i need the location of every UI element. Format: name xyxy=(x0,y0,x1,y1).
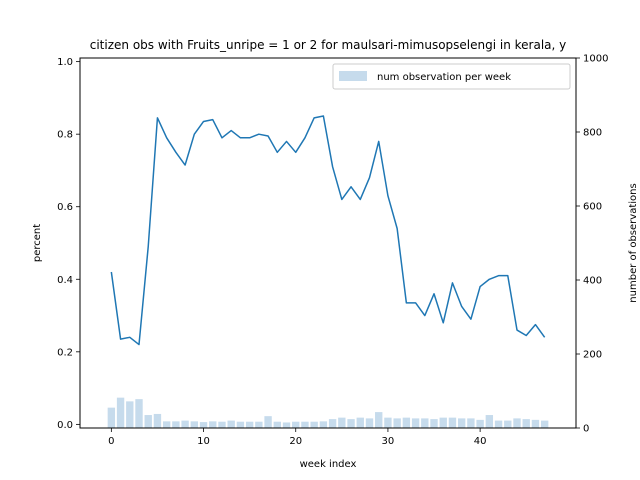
y-left-tick-label: 1.0 xyxy=(57,57,73,68)
plot-frame xyxy=(79,57,577,429)
y-right-tick-label: 600 xyxy=(583,202,602,213)
line-series xyxy=(110,115,546,346)
bar xyxy=(310,421,318,428)
bar xyxy=(494,420,503,428)
percent-line xyxy=(110,115,546,346)
bar xyxy=(328,419,337,428)
bar xyxy=(255,421,263,428)
y-left-tick-label: 0.6 xyxy=(57,202,73,213)
y-left-tick-label: 0.4 xyxy=(57,275,73,286)
bar xyxy=(236,421,245,428)
bar xyxy=(107,407,116,428)
bar xyxy=(411,418,420,428)
y-axis-right: 0 200 400 600 800 1000 xyxy=(576,54,608,435)
y-right-tick-label: 400 xyxy=(583,276,602,287)
x-axis: 0 10 20 30 40 xyxy=(108,428,486,447)
x-tick-label: 0 xyxy=(108,436,114,447)
bar xyxy=(485,415,494,428)
plot-area xyxy=(80,58,576,428)
y-axis-right-label: number of observations xyxy=(628,183,639,302)
legend-frame xyxy=(332,63,571,90)
bar xyxy=(513,418,521,428)
bar xyxy=(292,421,300,428)
bar xyxy=(162,421,171,428)
bar xyxy=(347,419,355,428)
bar xyxy=(319,421,328,428)
x-tick-label: 40 xyxy=(474,436,487,447)
legend-swatch xyxy=(339,71,367,81)
bar xyxy=(522,419,530,428)
bar xyxy=(135,399,143,428)
bar xyxy=(209,421,217,428)
bar xyxy=(144,415,152,428)
legend-label: num observation per week xyxy=(377,72,511,83)
bar xyxy=(439,417,447,428)
bar-series xyxy=(107,397,549,428)
bar xyxy=(476,419,484,428)
x-tick-label: 20 xyxy=(289,436,302,447)
bar xyxy=(282,422,291,428)
y-right-tick-label: 1000 xyxy=(583,54,608,65)
bar xyxy=(365,418,374,428)
bar xyxy=(430,419,438,428)
y-left-tick-label: 0.0 xyxy=(57,420,73,431)
x-tick-label: 10 xyxy=(197,436,210,447)
bar xyxy=(301,421,309,428)
bar xyxy=(540,420,549,428)
bar xyxy=(504,420,512,428)
x-axis-label: week index xyxy=(300,459,357,470)
bar xyxy=(153,413,162,428)
legend: num observation per week xyxy=(332,63,571,90)
bar xyxy=(264,416,272,428)
bar xyxy=(375,412,383,428)
y-axis-left: 0.0 0.2 0.4 0.6 0.8 1.0 xyxy=(57,57,80,431)
bar xyxy=(457,418,466,428)
bar xyxy=(356,417,364,428)
bar xyxy=(467,418,475,428)
y-right-tick-label: 200 xyxy=(583,350,602,361)
bar xyxy=(402,417,411,428)
bar xyxy=(273,421,281,428)
bar xyxy=(227,420,235,428)
bar xyxy=(199,422,208,428)
bar xyxy=(531,419,540,428)
bar xyxy=(393,418,401,428)
bar xyxy=(172,421,180,428)
bar xyxy=(448,417,457,428)
bar xyxy=(190,421,199,428)
bar xyxy=(245,421,254,428)
bar xyxy=(338,417,346,428)
y-right-tick-label: 0 xyxy=(583,424,589,435)
y-left-tick-label: 0.2 xyxy=(57,347,73,358)
y-axis-left-label: percent xyxy=(32,224,43,262)
x-tick-label: 30 xyxy=(382,436,395,447)
bar xyxy=(218,421,226,428)
bar xyxy=(181,420,189,428)
bar xyxy=(116,397,125,428)
chart-title: citizen obs with Fruits_unripe = 1 or 2 … xyxy=(90,38,567,52)
y-left-tick-label: 0.8 xyxy=(57,130,73,141)
bar xyxy=(421,418,429,428)
bar xyxy=(126,401,134,428)
bar xyxy=(384,417,392,428)
y-right-tick-label: 800 xyxy=(583,128,602,139)
